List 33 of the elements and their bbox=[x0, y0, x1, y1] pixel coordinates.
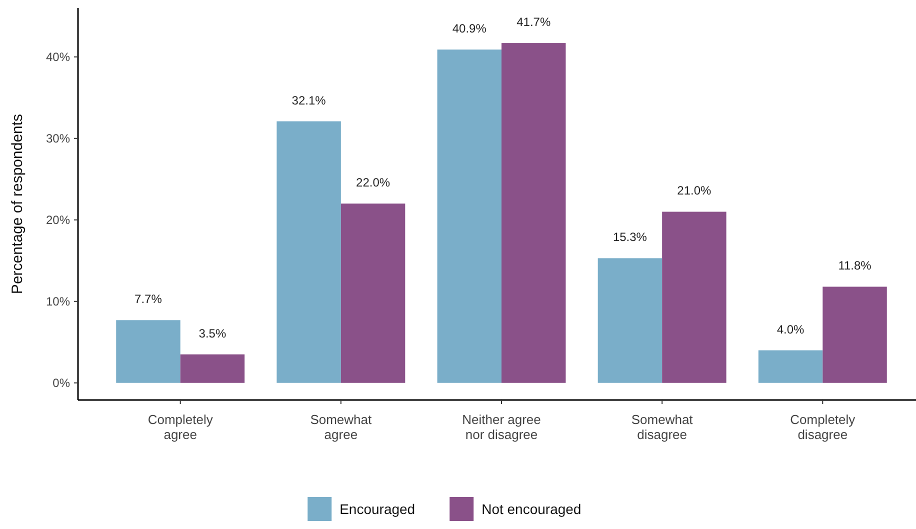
data-label: 4.0% bbox=[776, 322, 805, 336]
legend-label: Encouraged bbox=[340, 500, 416, 517]
x-tick-label: Neither agree nor disagree bbox=[462, 412, 541, 442]
bar bbox=[340, 204, 406, 383]
data-label: 40.9% bbox=[452, 22, 487, 36]
bar bbox=[598, 258, 662, 383]
data-label: 15.3% bbox=[612, 230, 648, 244]
y-axis-title: Percentage of respondents bbox=[9, 114, 26, 294]
y-tick-label: 20% bbox=[46, 213, 70, 228]
bar bbox=[276, 121, 341, 383]
y-tick-label: 30% bbox=[46, 132, 70, 146]
x-tick-label: Somewhat disagree bbox=[631, 412, 694, 442]
bar bbox=[822, 286, 887, 383]
bar bbox=[180, 354, 245, 383]
bar bbox=[758, 350, 823, 383]
data-label: 21.0% bbox=[677, 184, 712, 198]
y-tick-label: 10% bbox=[46, 294, 70, 309]
data-label: 41.7% bbox=[516, 15, 551, 30]
data-label: 11.8% bbox=[838, 258, 872, 273]
bar bbox=[502, 43, 566, 383]
legend-label: Not encouraged bbox=[482, 500, 582, 517]
y-tick-label: 40% bbox=[46, 50, 70, 64]
x-tick-label: Completely agree bbox=[148, 412, 214, 442]
data-label: 22.0% bbox=[356, 176, 390, 190]
bar bbox=[116, 320, 180, 383]
bar bbox=[662, 212, 726, 383]
x-tick-label: Somewhat agree bbox=[310, 412, 372, 442]
bar bbox=[437, 50, 502, 383]
x-tick-label: Completely disagree bbox=[790, 412, 856, 442]
y-tick-label: 0% bbox=[52, 376, 70, 390]
data-label: 7.7% bbox=[134, 292, 162, 306]
data-label: 32.1% bbox=[292, 93, 326, 108]
data-label: 3.5% bbox=[198, 326, 226, 340]
